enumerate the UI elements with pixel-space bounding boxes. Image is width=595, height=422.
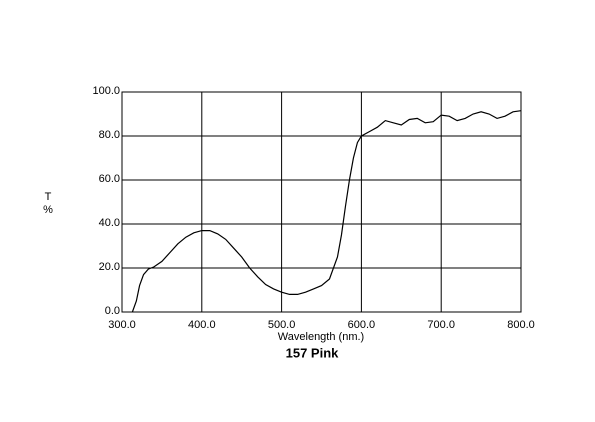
chart-title: 157 Pink [286,345,340,360]
data-line [131,110,522,313]
y-tick-label: 0.0 [105,305,120,317]
y-tick-label: 20.0 [99,261,120,273]
x-tick-label: 600.0 [348,319,376,331]
y-tick-label: 100.0 [92,85,120,97]
x-tick-label: 700.0 [427,319,455,331]
y-tick-label: 40.0 [99,217,120,229]
x-axis-label: Wavelength (nm.) [278,331,364,343]
x-tick-label: 800.0 [507,319,535,331]
y-tick-label: 60.0 [99,173,120,185]
x-tick-label: 500.0 [268,319,296,331]
y-axis-label: % [43,204,53,216]
y-tick-label: 80.0 [99,129,120,141]
x-tick-label: 300.0 [108,319,136,331]
plot-frame [121,91,522,313]
x-tick-label: 400.0 [188,319,216,331]
y-axis-label: T [45,191,52,203]
